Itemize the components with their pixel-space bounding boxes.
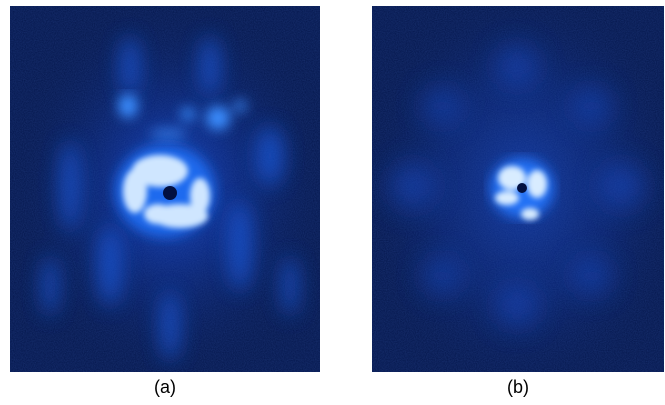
caption-b: (b): [507, 377, 529, 397]
caption-a: (a): [154, 377, 176, 397]
psf-image-a: [10, 6, 320, 372]
psf-image-b: [372, 6, 664, 372]
